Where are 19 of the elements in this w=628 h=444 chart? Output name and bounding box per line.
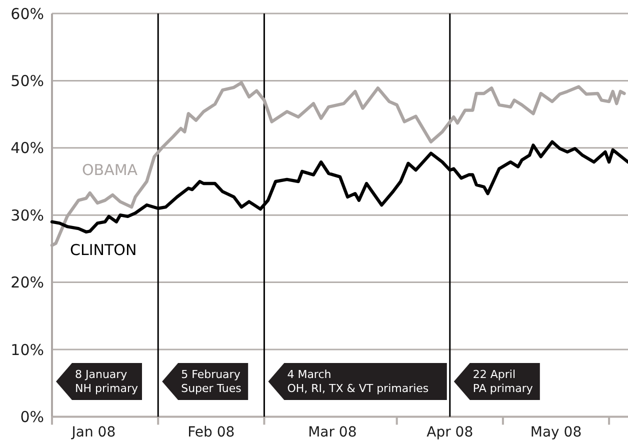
callout-tag: 4 March OH, RI, TX & VT primaries [268,363,447,400]
y-tick-label: 0% [20,408,44,426]
y-tick-label: 60% [10,4,44,23]
x-tick-label: Feb 08 [188,424,235,441]
x-tick-label: Apr 08 [426,424,474,441]
y-tick-label: 40% [10,139,44,158]
y-tick-label: 50% [10,72,44,90]
series-label: CLINTON [70,241,137,259]
y-tick-label: 20% [10,274,44,292]
y-tick-label: 30% [10,206,44,224]
ref-line-label: 22 April PA primary [472,368,534,395]
x-tick-label: Mar 08 [308,424,357,441]
x-tick-label: Jan 08 [70,424,116,441]
x-tick-label: May 08 [530,424,582,441]
ref-line-label: 8 January NH primary [75,368,139,395]
ref-line-label: 4 March OH, RI, TX & VT primaries [287,368,429,395]
y-tick-label: 10% [10,340,44,359]
ref-line-label: 5 February Super Tues [181,368,242,395]
series-label: OBAMA [82,161,138,179]
